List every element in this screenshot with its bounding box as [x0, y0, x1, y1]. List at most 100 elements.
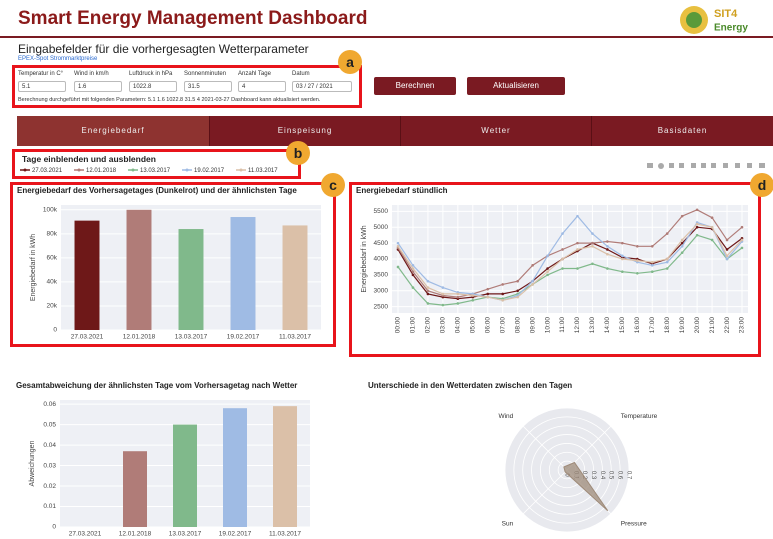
- point: [411, 264, 415, 267]
- point: [740, 238, 744, 242]
- y-axis-label: Energiebedarf in kWh: [361, 225, 368, 292]
- r-tick-label: 0.4: [599, 471, 605, 480]
- point: [471, 294, 475, 297]
- y-tick-label: 20k: [47, 303, 58, 310]
- point: [591, 244, 594, 248]
- x-tick-label: 03:00: [440, 317, 447, 334]
- status-text: Berechnung durchgeführt mit folgenden Pa…: [18, 97, 321, 103]
- x-tick-label: 10:00: [544, 317, 551, 334]
- bar: [123, 451, 147, 527]
- point: [501, 292, 504, 296]
- point: [650, 264, 654, 267]
- y-tick-label: 0.06: [43, 401, 56, 408]
- bar: [223, 408, 247, 527]
- legend-marker: [23, 168, 27, 172]
- point: [426, 292, 430, 296]
- point: [650, 260, 654, 264]
- point: [725, 238, 729, 242]
- legend-label[interactable]: 13.03.2017: [140, 168, 171, 174]
- button[interactable]: Berechnen: [374, 77, 456, 95]
- legend-label[interactable]: 27.03.2021: [32, 168, 63, 174]
- x-tick-label: 13.03.2017: [169, 531, 202, 538]
- bar: [282, 225, 308, 330]
- chart-title: Energiebedarf stündlich: [356, 186, 448, 195]
- y-tick-label: 0.04: [43, 442, 56, 449]
- y-tick-label: 0.03: [43, 462, 56, 469]
- chart-title: Gesamtabweichung der ähnlichsten Tage vo…: [16, 381, 297, 390]
- x-tick-label: 04:00: [455, 317, 462, 334]
- chart: 2500 3000 3500 4000 4500 5000 5500 Energiebedar…: [356, 186, 748, 334]
- point: [710, 238, 714, 242]
- point: [546, 254, 549, 258]
- button[interactable]: Aktualisieren: [467, 77, 565, 95]
- legend-label[interactable]: 11.03.2017: [248, 168, 278, 174]
- point: [740, 246, 744, 250]
- point: [576, 214, 579, 218]
- tab[interactable]: Einspeisung: [210, 116, 401, 146]
- point: [621, 270, 624, 274]
- point: [710, 225, 714, 229]
- chart: 0 0.01 0.02 0.03 0.04 0.05 0.06 Gesamtabweichun…: [16, 381, 310, 538]
- field-input[interactable]: 31.5: [184, 81, 232, 92]
- point: [546, 273, 549, 277]
- x-tick-label: 12.01.2018: [123, 334, 156, 341]
- x-tick-label: 23:00: [739, 317, 746, 334]
- point: [606, 267, 609, 270]
- toolbar: [647, 163, 765, 169]
- point: [606, 252, 609, 256]
- point: [680, 214, 684, 218]
- r-tick-label: 0.7: [625, 471, 631, 480]
- point: [591, 262, 594, 266]
- x-tick-label: 22:00: [724, 317, 731, 334]
- legend-label[interactable]: 12.01.2018: [86, 168, 117, 174]
- form-box: [12, 65, 362, 108]
- tab[interactable]: Wetter: [401, 116, 592, 146]
- x-tick-label: 20:00: [694, 317, 701, 334]
- x-tick-label: 21:00: [709, 317, 716, 334]
- chart-title: Unterschiede in den Wetterdaten zwischen…: [368, 381, 572, 390]
- field-label: Sonnenminuten: [184, 71, 227, 77]
- r-tick-label: 0.3: [590, 471, 596, 480]
- y-tick-label: 0: [53, 327, 57, 334]
- point: [621, 254, 624, 258]
- field-input[interactable]: 1.6: [74, 81, 122, 92]
- form-title: Eingabefelder für die vorhergesagten Wet…: [18, 42, 309, 56]
- field-input[interactable]: 1022.8: [129, 81, 177, 92]
- bar: [74, 220, 100, 330]
- field-input[interactable]: 5.1: [18, 81, 66, 92]
- spoke: [522, 425, 568, 471]
- y-tick-label: 3500: [374, 272, 389, 279]
- link[interactable]: EPEX-Spot Strommarktpreise: [18, 56, 98, 62]
- point: [456, 302, 460, 305]
- field-input[interactable]: 4: [238, 81, 286, 92]
- legend-label[interactable]: 19.02.2017: [194, 168, 225, 174]
- series-line: [397, 226, 743, 300]
- point: [516, 295, 519, 299]
- y-axis-label: Abweichungen: [29, 440, 36, 486]
- y-axis-label: Energiebedarf in kWh: [30, 234, 37, 301]
- x-tick-label: 18:00: [664, 317, 671, 334]
- bar: [126, 209, 152, 330]
- point: [456, 292, 460, 296]
- point: [561, 232, 564, 235]
- point: [650, 244, 654, 248]
- point: [441, 292, 445, 296]
- x-tick-label: 02:00: [425, 317, 432, 334]
- toolbar-icons: [647, 163, 765, 169]
- point: [411, 267, 415, 270]
- point: [441, 303, 445, 307]
- field-input[interactable]: 03 / 27 / 2021: [292, 81, 352, 92]
- point: [486, 295, 490, 299]
- point: [501, 283, 504, 286]
- r-tick-label: 0.5: [608, 471, 614, 480]
- legend: 27.03.2021 12.01.2018 13.03.2017 19.02.2017…: [20, 168, 278, 174]
- point: [531, 279, 534, 283]
- x-tick-label: 11.03.2017: [269, 531, 301, 538]
- x-tick-label: 00:00: [395, 317, 402, 334]
- annotation: a: [338, 50, 362, 74]
- point: [665, 257, 669, 261]
- tab[interactable]: Energiebedarf: [17, 116, 210, 146]
- x-tick-label: 17:00: [649, 317, 656, 334]
- tab[interactable]: Basisdaten: [592, 116, 773, 146]
- annotation: c: [321, 173, 345, 197]
